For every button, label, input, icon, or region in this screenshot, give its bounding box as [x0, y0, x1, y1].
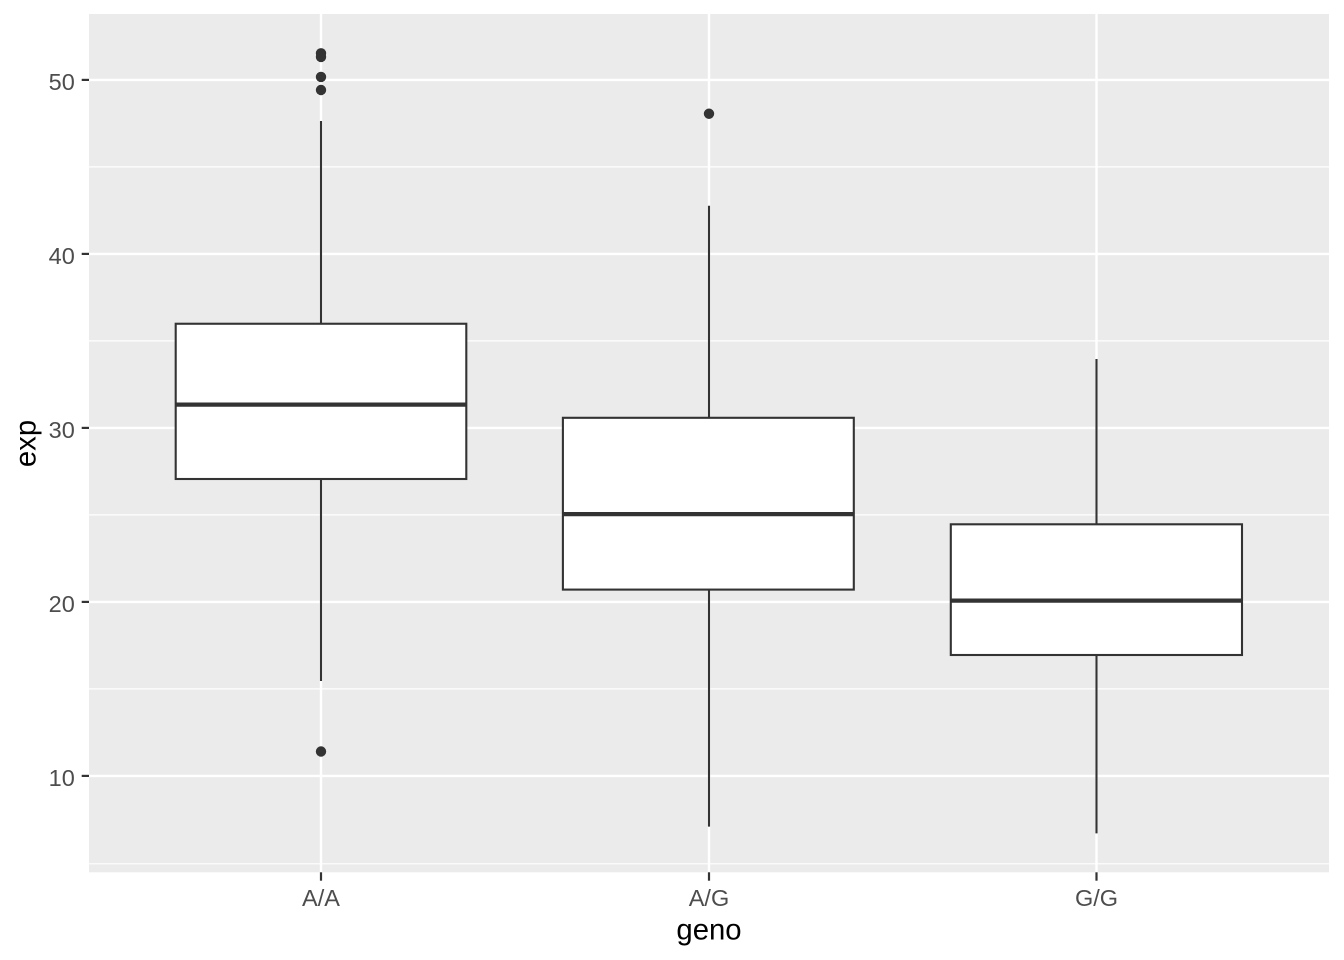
svg-text:G/G: G/G [1075, 885, 1118, 911]
svg-text:20: 20 [49, 591, 75, 617]
svg-text:geno: geno [676, 914, 741, 947]
svg-text:A/G: A/G [689, 885, 729, 911]
svg-text:A/A: A/A [302, 885, 340, 911]
svg-text:50: 50 [49, 69, 75, 95]
svg-text:40: 40 [49, 243, 75, 269]
svg-text:exp: exp [10, 420, 43, 467]
svg-text:10: 10 [49, 765, 75, 791]
svg-text:30: 30 [49, 417, 75, 443]
